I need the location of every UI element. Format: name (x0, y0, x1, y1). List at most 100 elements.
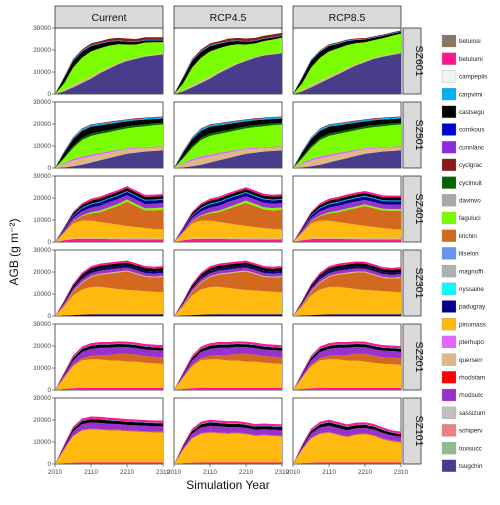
legend-item-cornkous: cornkous (441, 123, 485, 136)
y-tick-label: 20000 (33, 121, 51, 128)
area-querserr (55, 236, 163, 242)
area-querserr (174, 52, 282, 94)
y-tick-label: 0 (47, 387, 51, 394)
x-tick-label: 2310 (394, 469, 409, 476)
panel-sz201-rcp85 (292, 323, 402, 391)
panel-sz201-current: 0 10000 20000 30000 (33, 321, 164, 394)
strip-label: Current (91, 12, 126, 24)
y-tick-label: 10000 (33, 217, 51, 224)
area-pinumass (55, 429, 163, 464)
legend-item-carpvimi: carpvimi (441, 87, 482, 101)
area-lirichin (174, 271, 282, 316)
panel-sz401-rcp45 (173, 175, 283, 243)
area-tsugchin (174, 150, 282, 168)
legend-item-cyclgrac: cyclgrac (441, 158, 482, 172)
area-castsegu (293, 118, 401, 168)
legend-label: davinvo (459, 198, 481, 205)
area-faguluci (55, 42, 163, 94)
area-castsegu (55, 262, 163, 316)
strips: Current RCP4.5 RCP8.5 SZ601 SZ501 SZ401 SZ301 S… (54, 5, 425, 465)
y-tick-label: 20000 (33, 195, 51, 202)
area-castsegu (55, 419, 163, 464)
area-rhodsutc (174, 196, 282, 242)
area-lirichin (55, 428, 163, 464)
legend-swatch (441, 70, 457, 83)
area-carpvimi (174, 421, 282, 464)
area-betulumi (55, 260, 163, 316)
area-padugray (55, 265, 163, 316)
x-tick-label: 2310 (156, 469, 171, 476)
legend-item-magnoffi: magnoffi (441, 264, 483, 278)
area-faguluci (174, 124, 282, 168)
strip-rcp45 (173, 5, 283, 29)
area-rhodsutc (293, 199, 401, 242)
strip-label: SZ401 (413, 194, 425, 225)
y-tick-label: 10000 (33, 365, 51, 372)
area-castsegu (293, 263, 401, 316)
strip-label: SZ101 (413, 416, 425, 447)
legend-label: nyssaine (459, 286, 484, 293)
strip-sz501 (402, 101, 422, 169)
legend-item-pinumass: pinumass (441, 318, 486, 331)
area-faguluci (55, 199, 163, 242)
x-tick-label: 2210 (358, 469, 373, 476)
x-tick-label: 2110 (84, 469, 98, 476)
area-pinumass (293, 432, 401, 464)
area-betulumi (293, 462, 401, 464)
legend-item-padugray: padugray (441, 300, 486, 313)
area-faguluci (293, 33, 401, 94)
legend-item-cyclmult: cyclmult (441, 176, 482, 189)
area-carpvimi (174, 117, 282, 168)
panel-sz301-rcp85 (292, 249, 402, 317)
legend-swatch (441, 388, 457, 402)
y-tick-label: 30000 (33, 395, 51, 402)
legend-swatch (441, 194, 457, 207)
panel-sz401-rcp85 (292, 175, 402, 243)
panel-sz401-current: 0 10000 20000 30000 (33, 173, 164, 246)
legend-label: cyclgrac (459, 162, 482, 169)
strip-sz201 (402, 323, 422, 391)
area-betulumi (174, 260, 282, 316)
area-querserr (293, 236, 401, 242)
area-pinumass (293, 359, 401, 390)
area-betulumi (174, 462, 282, 464)
legend-swatch (441, 176, 457, 189)
legend-swatch (441, 264, 457, 278)
area-lirichin (293, 272, 401, 316)
area-castsegu (174, 262, 282, 316)
area-betulumi (55, 416, 163, 464)
strip-label: SZ501 (413, 120, 425, 151)
legend-item-tsugchin: tsugchin (441, 459, 483, 472)
area-rhodsutc (55, 268, 163, 316)
legend-swatch (441, 158, 457, 172)
area-tsugchin (55, 150, 163, 168)
x-tick-label: 2110 (203, 469, 217, 476)
legend-label: cornkous (459, 127, 485, 134)
legend-item-betuinsi: betuinsi (441, 34, 481, 48)
panel-sz601-rcp85 (292, 27, 402, 95)
area-castsegu (55, 118, 163, 168)
area-pinumass (55, 286, 163, 316)
area-rhodsutc (55, 195, 163, 242)
area-betulumi (293, 341, 401, 390)
y-tick-label: 10000 (33, 291, 51, 298)
area-carpvimi (293, 117, 401, 168)
x-tick-label: 2210 (120, 469, 135, 476)
legend-item-querserr: querserr (441, 353, 482, 366)
area-rhodsutc (293, 346, 401, 390)
area-betulumi (293, 387, 401, 390)
panel-sz301-rcp45 (173, 249, 283, 317)
legend-swatch (441, 141, 457, 154)
area-lirichin (55, 353, 163, 390)
legend-label: carpvimi (459, 91, 482, 98)
legend-label: litselon (459, 251, 479, 258)
area-rhodsutc (293, 268, 401, 316)
strip-label: RCP8.5 (329, 12, 366, 24)
legend-label: schiperv (459, 428, 483, 435)
area-betulumi (55, 341, 163, 390)
area-lirichin (174, 431, 282, 464)
legend-label: rhodstam (459, 375, 485, 382)
